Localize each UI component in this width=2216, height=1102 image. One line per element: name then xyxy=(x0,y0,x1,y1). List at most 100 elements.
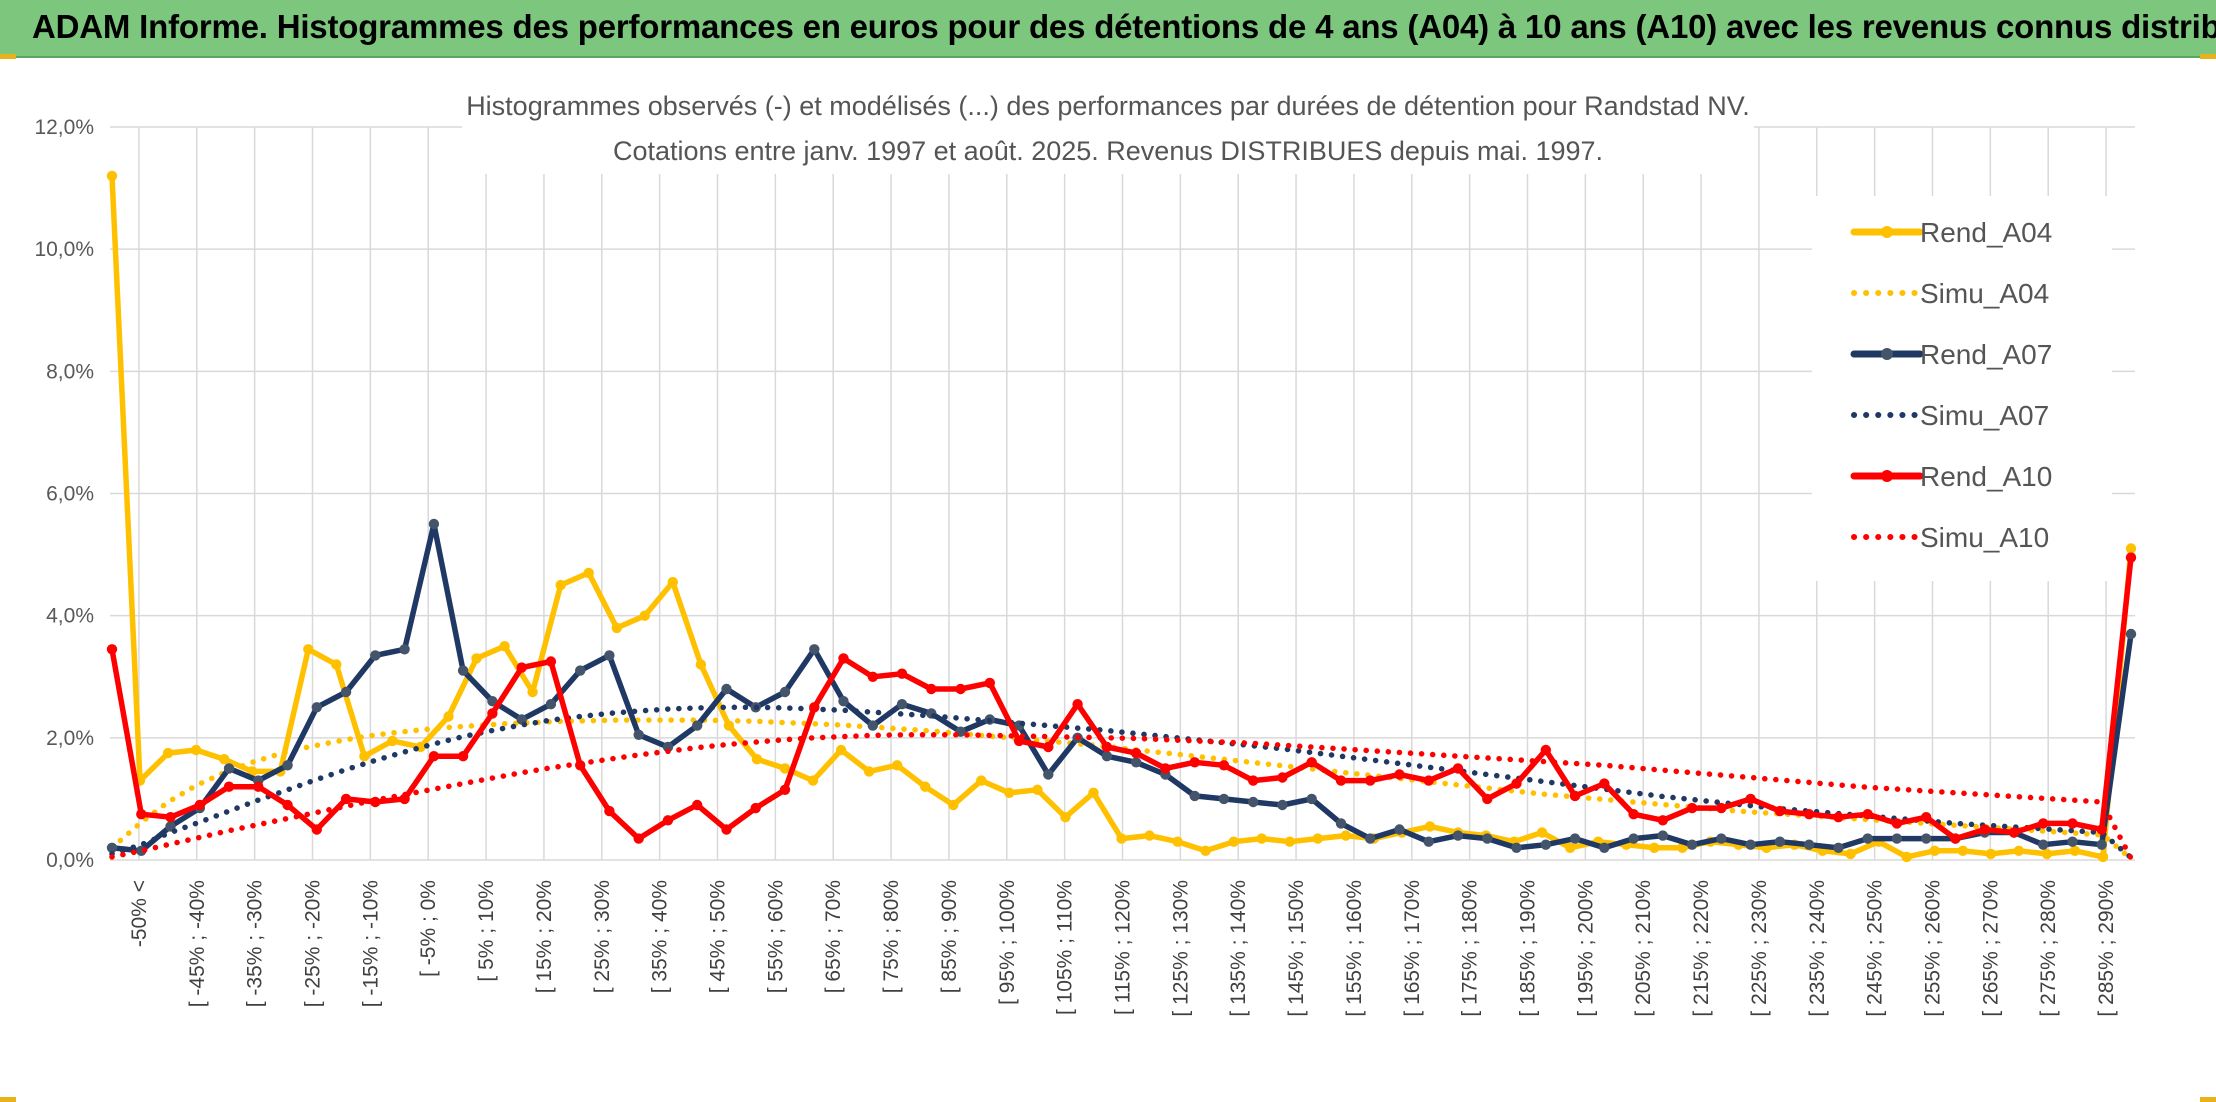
data-point-rend-a04 xyxy=(471,653,482,664)
data-point-rend-a04 xyxy=(1340,830,1352,841)
data-point-rend-a07 xyxy=(2125,628,2137,640)
data-point-rend-a04 xyxy=(1228,836,1239,847)
data-point-rend-a04 xyxy=(948,799,959,811)
series-line-rend-a10 xyxy=(109,554,2134,842)
x-tick-label: [ 65% ; 70% xyxy=(822,880,845,993)
subtitle-background xyxy=(462,84,1754,174)
data-point-rend-a04 xyxy=(2013,845,2025,856)
data-point-rend-a04 xyxy=(2069,845,2081,856)
data-point-rend-a10 xyxy=(136,809,147,820)
legend-label-simu-a07: Simu_A07 xyxy=(1920,400,2049,431)
data-point-rend-a04 xyxy=(303,644,314,655)
x-tick-label: [ 55% ; 60% xyxy=(764,880,787,993)
x-tick-label: [ 125% ; 130% xyxy=(1169,880,1192,1017)
data-point-rend-a07 xyxy=(1452,830,1464,841)
data-point-rend-a04 xyxy=(1088,787,1099,798)
legend-marker-rend-a10 xyxy=(1881,470,1893,482)
data-point-rend-a04 xyxy=(807,775,819,786)
data-point-rend-a10 xyxy=(1101,741,1113,753)
data-point-rend-a04 xyxy=(695,659,707,670)
data-point-rend-a07 xyxy=(428,518,440,530)
x-tick-label: [ 85% ; 90% xyxy=(938,880,961,993)
data-point-rend-a10 xyxy=(2038,818,2049,829)
x-tick-label: [ -15% ; -10% xyxy=(359,880,382,1007)
x-tick-label: [ 25% ; 30% xyxy=(591,880,614,993)
data-point-rend-a04 xyxy=(1424,821,1436,832)
data-point-rend-a04 xyxy=(779,763,791,774)
data-point-rend-a04 xyxy=(527,686,538,698)
data-point-rend-a07 xyxy=(1569,833,1581,844)
data-point-rend-a07 xyxy=(1803,839,1815,850)
data-point-rend-a07 xyxy=(1218,793,1230,805)
x-tick-label: [ 35% ; 40% xyxy=(649,880,672,993)
x-tick-label: [ -35% ; -30% xyxy=(244,880,267,1007)
data-point-rend-a10 xyxy=(1218,760,1230,771)
legend-marker-rend-a07 xyxy=(1881,348,1893,360)
data-point-rend-a07 xyxy=(1277,799,1288,811)
data-point-rend-a04 xyxy=(1957,845,1969,856)
data-point-rend-a07 xyxy=(575,665,586,676)
data-point-rend-a10 xyxy=(662,815,674,826)
data-point-rend-a04 xyxy=(583,567,594,579)
data-point-rend-a10 xyxy=(1950,833,1961,844)
x-tick-label: [ 205% ; 210% xyxy=(1632,880,1655,1017)
x-tick-label: [ 215% ; 220% xyxy=(1690,880,1713,1017)
data-point-rend-a07 xyxy=(1423,836,1434,847)
data-point-rend-a10 xyxy=(253,781,264,792)
data-point-rend-a04 xyxy=(1256,833,1267,844)
data-point-rend-a04 xyxy=(387,735,398,747)
data-point-rend-a10 xyxy=(896,668,908,679)
data-point-rend-a10 xyxy=(516,662,527,673)
data-point-rend-a10 xyxy=(1189,757,1200,768)
data-point-rend-a07 xyxy=(692,720,703,731)
data-point-rend-a04 xyxy=(667,576,678,588)
corner-accent-left xyxy=(0,54,16,59)
data-point-rend-a07 xyxy=(1628,833,1639,844)
data-point-rend-a10 xyxy=(926,683,937,695)
data-point-rend-a10 xyxy=(1482,793,1493,805)
data-point-rend-a10 xyxy=(867,671,878,682)
data-point-rend-a10 xyxy=(692,799,703,811)
legend-label-simu-a10: Simu_A10 xyxy=(1920,522,2049,553)
x-tick-label: [ 175% ; 180% xyxy=(1459,880,1482,1017)
data-point-rend-a04 xyxy=(2125,543,2137,554)
x-tick-label: [ 5% ; 10% xyxy=(475,880,498,982)
data-point-rend-a04 xyxy=(219,754,230,765)
series-line-simu-a04 xyxy=(109,717,2134,862)
histogram-chart: 0,0% 2,0% 4,0% 6,0% 8,0% 10,0% 12,0% -50% < [ -… xyxy=(34,84,2137,1017)
data-point-rend-a04 xyxy=(611,622,622,634)
data-point-rend-a07 xyxy=(223,763,235,774)
data-point-rend-a04 xyxy=(1312,833,1324,844)
data-point-rend-a04 xyxy=(190,744,202,756)
data-point-rend-a07 xyxy=(633,729,644,740)
data-point-rend-a04 xyxy=(863,766,875,777)
data-point-rend-a04 xyxy=(2097,851,2109,863)
data-point-rend-a07 xyxy=(867,720,878,731)
data-point-rend-a07 xyxy=(604,650,615,661)
data-point-rend-a10 xyxy=(340,793,352,805)
data-point-rend-a04 xyxy=(499,641,510,652)
data-point-rend-a04 xyxy=(920,781,931,792)
data-point-rend-a04 xyxy=(106,170,118,182)
y-tick-label: 2,0% xyxy=(46,727,94,750)
data-point-rend-a10 xyxy=(1803,809,1815,820)
corner-accent-bottom-right xyxy=(2200,1097,2216,1102)
data-point-rend-a04 xyxy=(331,659,342,670)
data-point-rend-a04 xyxy=(1901,851,1912,863)
data-point-rend-a07 xyxy=(809,644,820,655)
x-tick-label: -50% < xyxy=(128,880,151,947)
data-point-rend-a10 xyxy=(1628,809,1639,820)
data-point-rend-a07 xyxy=(1335,818,1347,829)
data-point-rend-a04 xyxy=(751,754,763,765)
data-point-rend-a07 xyxy=(1540,839,1552,850)
x-tick-label: [ 185% ; 190% xyxy=(1517,880,1540,1017)
y-tick-label: 12,0% xyxy=(34,116,94,139)
data-point-rend-a04 xyxy=(1060,812,1071,823)
y-tick-label: 6,0% xyxy=(46,483,94,506)
y-tick-label: 10,0% xyxy=(34,238,94,261)
data-point-rend-a10 xyxy=(428,751,440,762)
data-point-rend-a04 xyxy=(835,744,847,756)
data-point-rend-a10 xyxy=(779,784,791,795)
data-point-rend-a07 xyxy=(1306,793,1317,805)
